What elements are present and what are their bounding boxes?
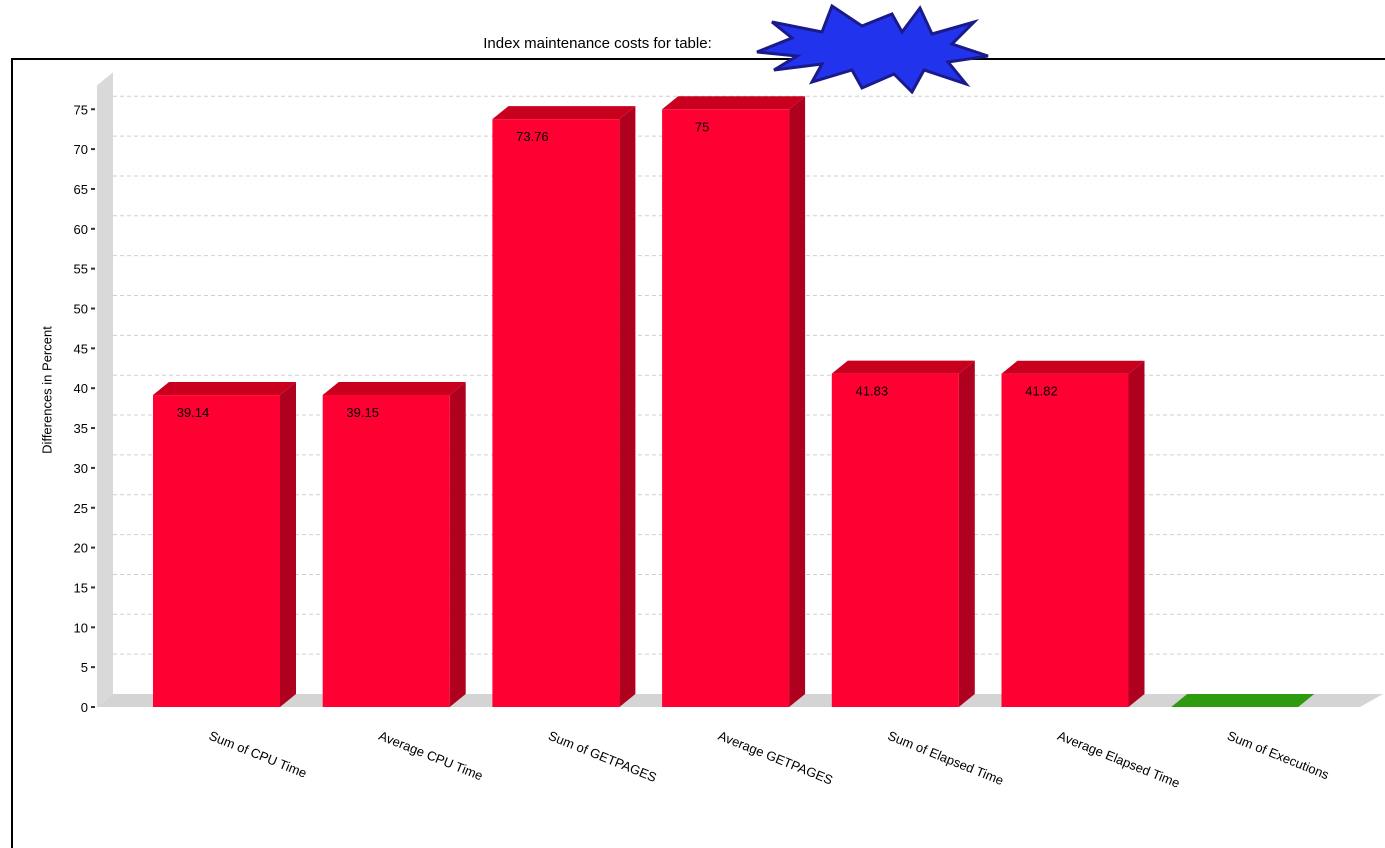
- x-tick-label: Average GETPAGES: [716, 728, 835, 788]
- bar: [1002, 374, 1129, 707]
- y-tick-label: 50: [74, 302, 88, 317]
- bar: [153, 395, 280, 707]
- x-tick-label: Sum of GETPAGES: [546, 728, 659, 785]
- bar-zero: [1171, 694, 1314, 707]
- bar-top: [662, 96, 805, 109]
- y-tick-label: 15: [74, 580, 88, 595]
- y-tick-label: 0: [81, 700, 88, 715]
- y-tick-label: 55: [74, 262, 88, 277]
- bar-top: [153, 382, 296, 395]
- x-tick-label: Sum of CPU Time: [207, 728, 309, 781]
- bar-value-label: 75: [695, 119, 709, 134]
- y-tick-label: 10: [74, 620, 88, 635]
- left-wall: [97, 72, 113, 707]
- bar: [662, 109, 789, 707]
- x-tick-label: Average Elapsed Time: [1055, 728, 1182, 791]
- bar-top: [832, 361, 975, 374]
- bar-value-label: 39.14: [177, 405, 210, 420]
- bar-value-label: 73.76: [516, 129, 549, 144]
- bar-side: [450, 382, 466, 707]
- y-tick-label: 70: [74, 142, 88, 157]
- y-tick-label: 65: [74, 182, 88, 197]
- y-tick-label: 20: [74, 541, 88, 556]
- y-tick-label: 45: [74, 341, 88, 356]
- bar-side: [789, 96, 805, 707]
- y-tick-label: 25: [74, 501, 88, 516]
- bar: [832, 374, 959, 707]
- x-tick-label: Sum of Elapsed Time: [886, 728, 1006, 788]
- bar-top: [323, 382, 466, 395]
- bar: [492, 119, 619, 707]
- bar-side: [619, 106, 635, 707]
- y-tick-label: 30: [74, 461, 88, 476]
- x-tick-label: Sum of Executions: [1225, 728, 1332, 783]
- bar-value-label: 39.15: [346, 405, 379, 420]
- y-tick-label: 60: [74, 222, 88, 237]
- starburst-redaction-icon: [752, 4, 992, 94]
- bar-side: [280, 382, 296, 707]
- y-tick-label: 40: [74, 381, 88, 396]
- bar-top: [1002, 361, 1145, 374]
- bar: [323, 395, 450, 707]
- bar-side: [959, 361, 975, 707]
- bar-value-label: 41.83: [856, 384, 889, 399]
- bar-side: [1129, 361, 1145, 707]
- y-tick-label: 5: [81, 660, 88, 675]
- bar-value-label: 41.82: [1025, 384, 1058, 399]
- bar-top: [492, 106, 635, 119]
- y-tick-label: 75: [74, 102, 88, 117]
- y-tick-label: 35: [74, 421, 88, 436]
- x-tick-label: Average CPU Time: [377, 728, 486, 784]
